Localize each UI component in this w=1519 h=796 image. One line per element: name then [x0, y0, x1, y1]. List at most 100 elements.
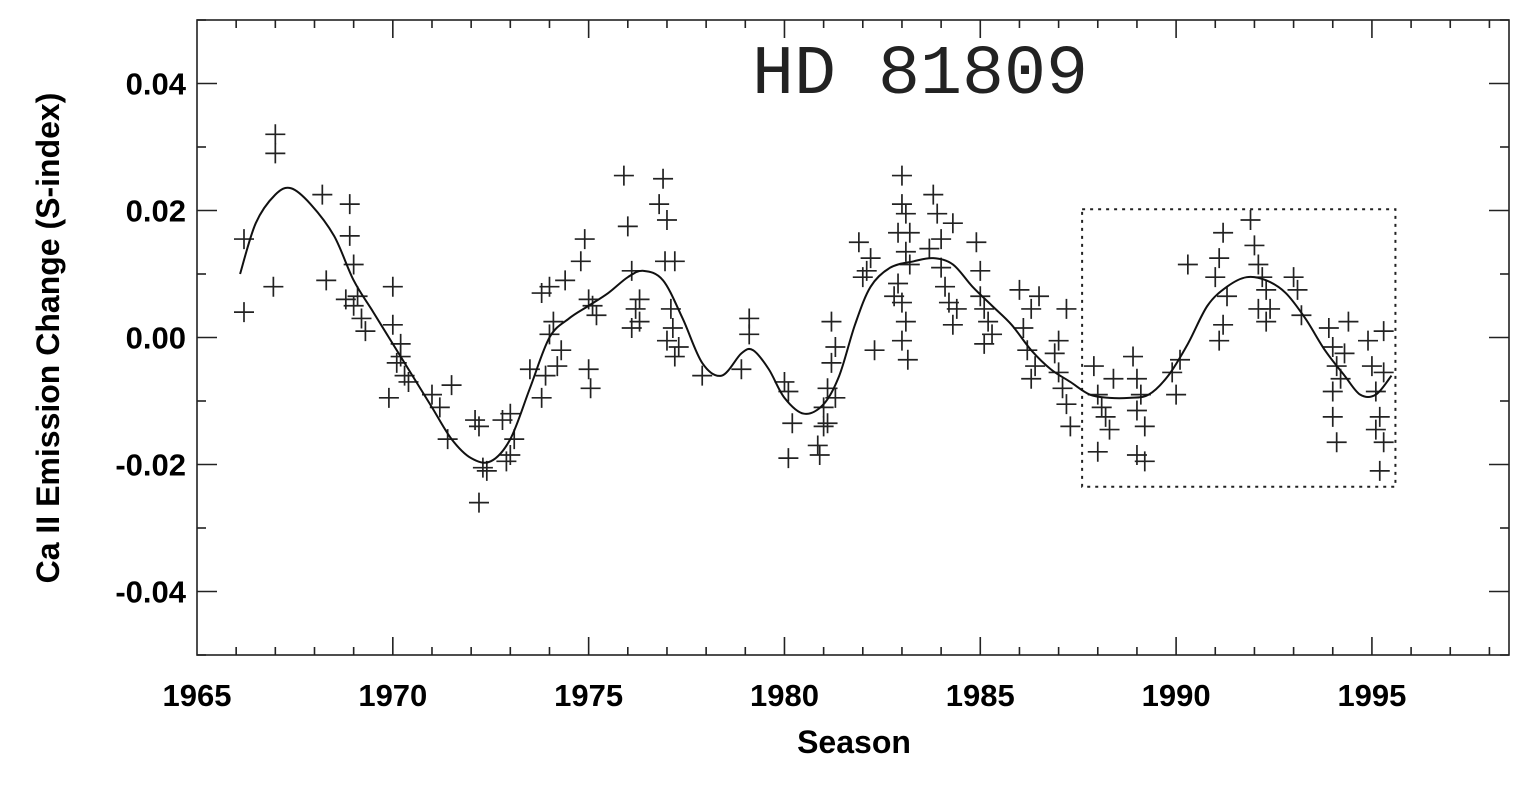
observation-point [625, 298, 646, 319]
observation-point [895, 203, 916, 224]
observation-point [343, 295, 364, 316]
observation-point [946, 298, 967, 319]
observation-point [472, 457, 493, 478]
observation-point [1373, 432, 1394, 453]
ticks [197, 19, 1509, 656]
observation-point [1095, 406, 1116, 427]
observation-point [1373, 321, 1394, 342]
observation-point [355, 321, 376, 342]
observation-point [942, 314, 963, 335]
observation-point [1162, 362, 1183, 383]
observation-point [653, 168, 674, 189]
observation-point [888, 273, 909, 294]
observation-point [1322, 406, 1343, 427]
observation-point [1334, 343, 1355, 364]
observation-point [1373, 362, 1394, 383]
observation-point [923, 184, 944, 205]
observation-point [821, 352, 842, 373]
observation-point [668, 337, 689, 358]
observation-point [1248, 254, 1269, 275]
observation-point [580, 378, 601, 399]
observation-point [1365, 381, 1386, 402]
observation-point [739, 324, 760, 345]
observation-point [1048, 330, 1069, 351]
observation-point [574, 229, 595, 250]
observation-point [339, 194, 360, 215]
observation-point [1318, 317, 1339, 338]
x-tick-label: 1985 [946, 678, 1015, 713]
observation-point [966, 232, 987, 253]
observation-point [656, 330, 677, 351]
observation-point [1052, 378, 1073, 399]
observation-points [233, 124, 1394, 513]
observation-point [942, 213, 963, 234]
observation-point [629, 289, 650, 310]
observation-point [1017, 340, 1038, 361]
y-tick-label: -0.04 [115, 575, 186, 610]
x-axis-title: Season [797, 724, 911, 760]
observation-point [978, 311, 999, 332]
observation-point [1056, 394, 1077, 415]
x-tick-label: 1970 [358, 678, 427, 713]
observation-point [382, 314, 403, 335]
observation-point [856, 260, 877, 281]
observation-point [1326, 432, 1347, 453]
observation-point [1048, 362, 1069, 383]
observation-point [1021, 368, 1042, 389]
observation-point [543, 311, 564, 332]
observation-point [547, 356, 568, 377]
observation-point [265, 124, 286, 145]
observation-point [813, 416, 834, 437]
observation-point [731, 359, 752, 380]
observation-point [1217, 286, 1238, 307]
observation-point [1213, 222, 1234, 243]
observation-point [1166, 384, 1187, 405]
x-tick-label: 1965 [163, 678, 232, 713]
observation-point [970, 286, 991, 307]
observation-point [1209, 330, 1230, 351]
observation-point [500, 403, 521, 424]
observation-point [468, 416, 489, 437]
observation-point [1209, 248, 1230, 269]
observation-point [848, 232, 869, 253]
observation-point [476, 460, 497, 481]
observation-point [1365, 419, 1386, 440]
observation-point [1021, 298, 1042, 319]
observation-point [664, 346, 685, 367]
observation-point [774, 371, 795, 392]
observation-point [1087, 441, 1108, 462]
observation-point [649, 194, 670, 215]
observation-point [1056, 298, 1077, 319]
observation-point [1205, 267, 1226, 288]
observation-point [539, 276, 560, 297]
observation-point [927, 203, 948, 224]
observation-point [982, 324, 1003, 345]
observation-point [899, 222, 920, 243]
observation-point [233, 302, 254, 323]
observation-point [895, 311, 916, 332]
observation-point [807, 435, 828, 456]
observation-point [1123, 346, 1144, 367]
observation-point [1009, 279, 1030, 300]
observation-point [864, 340, 885, 361]
observation-point [617, 216, 638, 237]
y-axis-title: Ca II Emission Change (S-index) [30, 93, 66, 584]
fit-curve [239, 186, 1393, 464]
observation-point [662, 317, 683, 338]
observation-point [825, 337, 846, 358]
observation-point [1044, 343, 1065, 364]
observation-point [1256, 311, 1277, 332]
observation-point [265, 143, 286, 164]
highlight-box [1081, 208, 1397, 488]
observation-point [974, 333, 995, 354]
observation-point [778, 448, 799, 469]
x-tick-label: 1995 [1337, 678, 1406, 713]
observation-point [897, 349, 918, 370]
x-tick-label: 1980 [750, 678, 819, 713]
observation-point [378, 387, 399, 408]
observation-point [578, 359, 599, 380]
observation-point [1126, 368, 1147, 389]
observation-point [1083, 356, 1104, 377]
observation-point [1170, 349, 1191, 370]
